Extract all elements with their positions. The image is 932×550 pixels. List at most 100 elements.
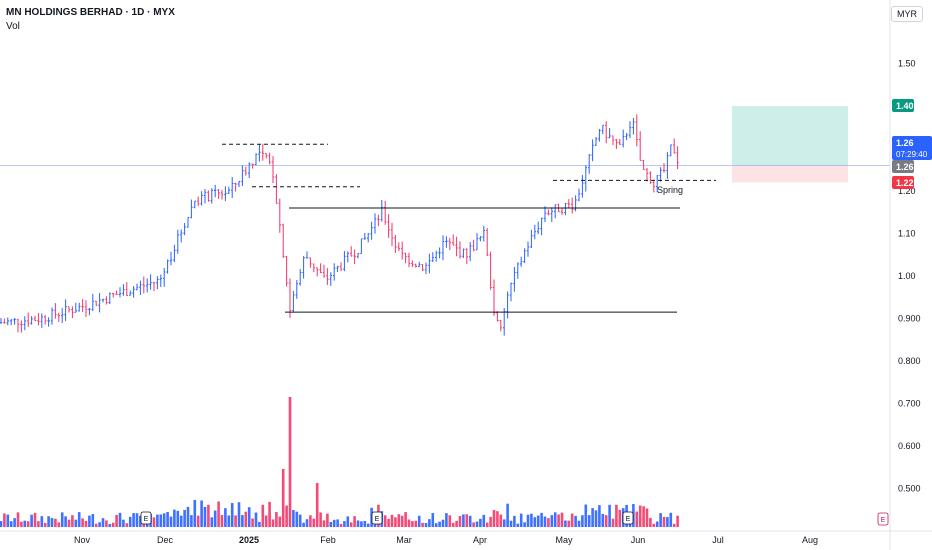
- volume-bar: [608, 504, 611, 527]
- y-tick-label: 1.10: [898, 229, 916, 239]
- volume-bar: [397, 514, 401, 527]
- volume-bar: [57, 522, 61, 527]
- volume-bar: [16, 512, 20, 527]
- volume-bar: [618, 509, 622, 527]
- volume-bar: [47, 516, 50, 527]
- volume-bar: [67, 519, 71, 527]
- volume-bar: [496, 511, 499, 527]
- earnings-marker: [622, 511, 634, 525]
- volume-bar: [183, 509, 186, 527]
- volume-bar: [71, 515, 74, 527]
- volume-bar: [417, 515, 421, 527]
- volume-bar: [482, 514, 486, 527]
- volume-bar: [604, 515, 608, 527]
- y-tick-label: 1.00: [898, 271, 916, 281]
- volume-bar: [363, 520, 367, 527]
- volume-bar: [166, 511, 169, 527]
- volume-bar: [227, 515, 231, 527]
- volume-bar: [672, 523, 676, 527]
- volume-bar: [472, 522, 475, 527]
- x-tick-label: Mar: [396, 535, 412, 545]
- volume-bar: [207, 504, 210, 527]
- volume-bar: [584, 504, 588, 527]
- volume-bar: [54, 518, 57, 527]
- volume-bar: [122, 519, 125, 527]
- volume-bar: [98, 522, 101, 527]
- volume-bar: [438, 521, 441, 527]
- volume-bar: [346, 516, 350, 527]
- volume-bar: [465, 514, 469, 527]
- volume-bar: [424, 523, 428, 527]
- y-tick-label: 0.900: [898, 314, 921, 324]
- volume-bar: [533, 517, 537, 527]
- x-tick-label: Aug: [802, 535, 818, 545]
- volume-bar: [26, 521, 30, 527]
- volume-indicator-label: Vol: [6, 21, 20, 32]
- volume-bar: [655, 521, 659, 527]
- volume-bar: [659, 513, 662, 527]
- volume-bar: [230, 503, 234, 527]
- volume-bar: [176, 510, 180, 527]
- volume-bar: [329, 521, 333, 527]
- volume-bar: [547, 518, 550, 527]
- volume-bar: [9, 521, 13, 527]
- earnings-axis-marker: [877, 512, 889, 526]
- volume-bar: [237, 502, 241, 527]
- x-tick-label: Jun: [631, 535, 646, 545]
- volume-bar: [445, 513, 448, 527]
- volume-bar: [560, 512, 564, 527]
- volume-bar: [666, 517, 669, 527]
- earnings-axis-marker-text: E: [881, 517, 886, 524]
- volume-bar: [574, 515, 577, 527]
- volume-bar: [479, 518, 482, 527]
- volume-bar: [519, 513, 523, 527]
- volume-bar: [13, 518, 16, 527]
- volume-bar: [285, 505, 288, 527]
- volume-bar: [353, 516, 356, 527]
- volume-bar: [213, 510, 217, 527]
- price-axis: 1.50 1.20 1.10 1.00 0.900 0.800 0.700 0.600 0.50…: [889, 0, 932, 550]
- volume-bar: [336, 519, 339, 527]
- earnings-marker-text: E: [375, 516, 380, 523]
- volume-bar: [309, 515, 312, 527]
- x-tick-label: Jul: [712, 535, 724, 545]
- volume-bar: [669, 512, 673, 527]
- volume-bar: [394, 517, 397, 527]
- target-price-label-text: 1.40: [896, 101, 914, 111]
- volume-bar: [451, 522, 455, 527]
- volume-bar: [3, 513, 6, 527]
- y-tick-label: 1.20: [898, 186, 916, 196]
- x-tick-label: May: [555, 535, 573, 545]
- volume-bar: [448, 515, 452, 527]
- y-tick-label: 0.600: [898, 441, 921, 451]
- volume-bar: [200, 500, 203, 527]
- volume-bar: [241, 515, 244, 527]
- volume-bar: [339, 523, 343, 527]
- volume-bar: [275, 511, 278, 527]
- volume-bar: [203, 506, 207, 527]
- volume-bar: [81, 518, 84, 527]
- volume-bar: [594, 510, 598, 527]
- stop-zone: [732, 165, 848, 183]
- volume-bar: [186, 506, 190, 527]
- volume-bar: [581, 515, 584, 527]
- target-zone: [732, 106, 848, 166]
- volume-bar: [125, 523, 129, 527]
- volume-bar: [302, 522, 305, 527]
- volume-bar: [530, 513, 533, 527]
- volume-bar: [485, 522, 489, 527]
- volume-bar: [139, 515, 142, 527]
- volume-bar: [489, 516, 492, 527]
- volume-bar: [319, 512, 322, 527]
- volume-bar: [540, 512, 543, 527]
- currency-selector[interactable]: MYR: [891, 6, 923, 22]
- volume-bar: [118, 512, 122, 527]
- volume-bar: [20, 521, 23, 527]
- volume-bar: [383, 515, 387, 527]
- volume-bar: [196, 515, 200, 527]
- volume-bar: [292, 510, 295, 527]
- volume-bar: [0, 521, 3, 527]
- volume-bar: [322, 520, 326, 527]
